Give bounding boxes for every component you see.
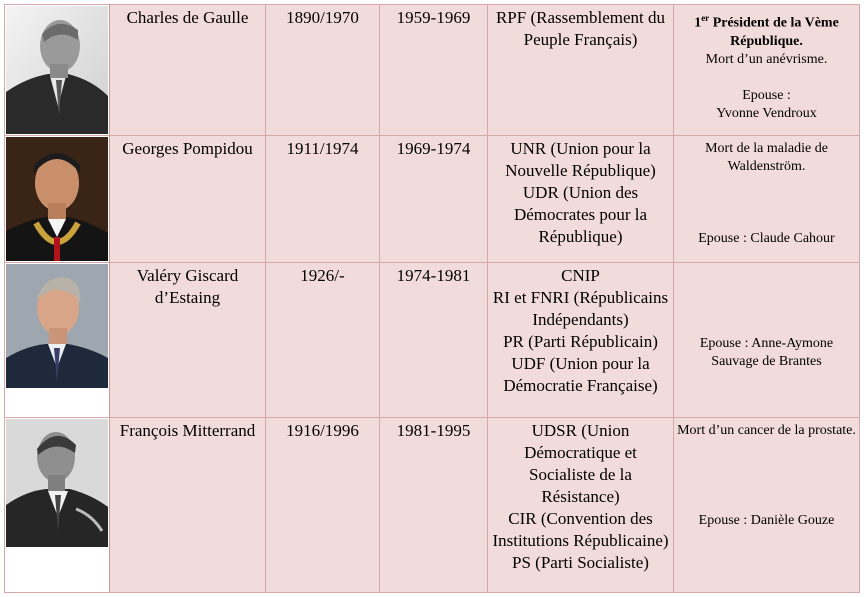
notes-line: Mort d’un anévrisme. — [705, 51, 828, 67]
notes-title: 1er Président de la Vème République. — [694, 13, 839, 49]
notes-line: Mort d’un cancer de la prostate. — [677, 423, 856, 438]
life-cell: 1926/- — [265, 262, 380, 418]
party-entry: UDF (Union pour la Démocratie Française) — [503, 354, 658, 395]
photo-cell — [4, 4, 110, 136]
life-dates: 1926/- — [300, 266, 345, 285]
life-cell: 1890/1970 — [265, 4, 380, 136]
party-entry: UNR (Union pour la Nouvelle République) — [505, 139, 656, 180]
term-cell: 1981-1995 — [379, 417, 488, 593]
term-cell: 1974-1981 — [379, 262, 488, 418]
party-entry: UDSR (Union Démocratique et Socialiste d… — [524, 421, 637, 506]
portrait-giscard-icon — [6, 264, 108, 388]
notes: Mort de la maladie de Waldenström. Epous… — [674, 136, 859, 248]
table-row: Valéry Giscard d’Estaing 1926/- 1974-198… — [4, 262, 860, 418]
notes: Epouse : Anne-Aymone Sauvage de Brantes — [674, 263, 859, 371]
parties-cell: RPF (Rassemblement du Peuple Français) — [487, 4, 674, 136]
party-entry: PR (Parti Républicain) — [503, 332, 658, 351]
photo-cell — [4, 262, 110, 418]
portrait-de-gaulle-icon — [6, 6, 108, 134]
president-name: Georges Pompidou — [122, 139, 253, 158]
name-cell: Georges Pompidou — [109, 135, 266, 263]
notes-line: Epouse : — [742, 87, 791, 103]
notes-line: Epouse : Anne-Aymone Sauvage de Brantes — [699, 336, 834, 369]
table-row: François Mitterrand 1916/1996 1981-1995 … — [4, 417, 860, 593]
notes-line: Yvonne Vendroux — [716, 105, 817, 121]
president-name: Valéry Giscard d’Estaing — [136, 266, 239, 307]
table-row: Georges Pompidou 1911/1974 1969-1974 UNR… — [4, 135, 860, 263]
party-entry: UDR (Union des Démocrates pour la Républ… — [513, 183, 648, 246]
notes-line: Mort de la maladie de Waldenström. — [705, 141, 828, 174]
term-dates: 1959-1969 — [396, 8, 471, 27]
notes-line: Epouse : Claude Cahour — [698, 231, 835, 246]
term-dates: 1974-1981 — [396, 266, 471, 285]
party-entry: PS (Parti Socialiste) — [512, 553, 649, 572]
president-name: François Mitterrand — [119, 421, 256, 440]
term-cell: 1959-1969 — [379, 4, 488, 136]
photo-cell — [4, 135, 110, 263]
life-cell: 1916/1996 — [265, 417, 380, 593]
notes-cell: Mort de la maladie de Waldenström. Epous… — [673, 135, 860, 263]
president-name: Charles de Gaulle — [126, 8, 249, 27]
notes: 1er Président de la Vème République. Mor… — [674, 5, 859, 123]
term-dates: 1981-1995 — [396, 421, 471, 440]
notes-line: Epouse : Danièle Gouze — [698, 513, 835, 528]
parties-cell: UDSR (Union Démocratique et Socialiste d… — [487, 417, 674, 593]
name-cell: Charles de Gaulle — [109, 4, 266, 136]
name-cell: François Mitterrand — [109, 417, 266, 593]
parties-cell: CNIP RI et FNRI (Républicains Indépendan… — [487, 262, 674, 418]
life-cell: 1911/1974 — [265, 135, 380, 263]
party-entry: CNIP — [561, 266, 600, 285]
party-entry: RPF (Rassemblement du Peuple Français) — [495, 8, 666, 49]
parties-cell: UNR (Union pour la Nouvelle République) … — [487, 135, 674, 263]
name-cell: Valéry Giscard d’Estaing — [109, 262, 266, 418]
party-entry: RI et FNRI (Républicains Indépendants) — [492, 288, 669, 329]
portrait-mitterrand-icon — [6, 419, 108, 547]
term-dates: 1969-1974 — [396, 139, 471, 158]
presidents-table: Charles de Gaulle 1890/1970 1959-1969 RP… — [4, 4, 860, 593]
notes-cell: Epouse : Anne-Aymone Sauvage de Brantes — [673, 262, 860, 418]
life-dates: 1890/1970 — [286, 8, 359, 27]
notes-cell: 1er Président de la Vème République. Mor… — [673, 4, 860, 136]
table-row: Charles de Gaulle 1890/1970 1959-1969 RP… — [4, 4, 860, 136]
notes: Mort d’un cancer de la prostate. Epouse … — [674, 418, 859, 530]
notes-cell: Mort d’un cancer de la prostate. Epouse … — [673, 417, 860, 593]
photo-cell — [4, 417, 110, 593]
term-cell: 1969-1974 — [379, 135, 488, 263]
party-entry: CIR (Convention des Institutions Républi… — [492, 509, 669, 550]
portrait-pompidou-icon — [6, 137, 108, 261]
life-dates: 1916/1996 — [286, 421, 359, 440]
life-dates: 1911/1974 — [286, 139, 359, 158]
